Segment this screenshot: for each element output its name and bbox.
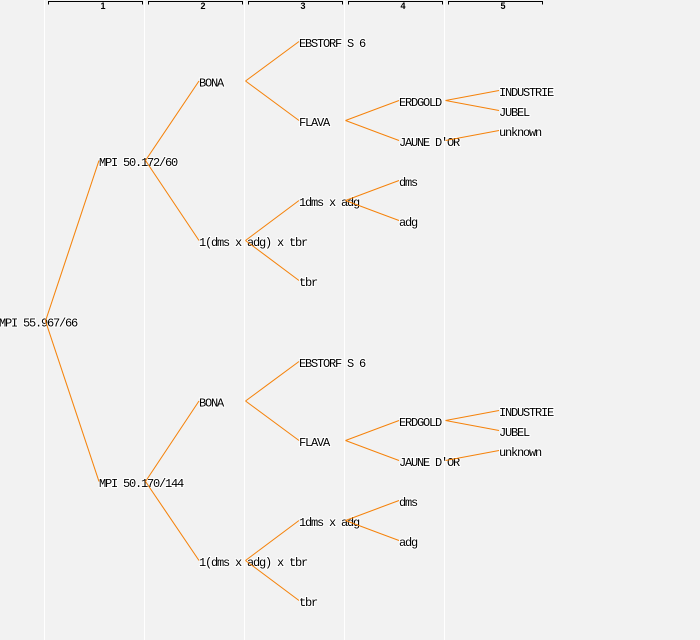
svg-text:1(dms x adg) x tbr: 1(dms x adg) x tbr: [199, 236, 308, 250]
svg-text:MPI 50.170/144: MPI 50.170/144: [99, 477, 184, 491]
svg-text:JUBEL: JUBEL: [499, 426, 530, 440]
svg-text:dms: dms: [399, 176, 418, 190]
svg-text:JUBEL: JUBEL: [499, 106, 530, 120]
svg-text:ERDGOLD: ERDGOLD: [399, 96, 442, 110]
svg-text:dms: dms: [399, 176, 418, 190]
svg-text:adg: adg: [399, 216, 418, 230]
svg-text:BONA: BONA: [199, 397, 225, 411]
svg-text:ERDGOLD: ERDGOLD: [399, 96, 442, 110]
svg-text:tbr: tbr: [299, 276, 318, 290]
svg-text:1dms x adg: 1dms x adg: [299, 196, 360, 210]
svg-text:BONA: BONA: [199, 397, 225, 411]
svg-text:JUBEL: JUBEL: [499, 106, 530, 120]
svg-text:3: 3: [300, 1, 305, 11]
svg-text:unknown: unknown: [499, 126, 542, 140]
svg-text:BONA: BONA: [199, 77, 225, 91]
svg-text:JAUNE D'OR: JAUNE D'OR: [399, 456, 460, 470]
svg-text:1dms x adg: 1dms x adg: [299, 196, 360, 210]
svg-text:BONA: BONA: [199, 77, 225, 91]
svg-text:adg: adg: [399, 536, 418, 550]
svg-text:1(dms x adg) x tbr: 1(dms x adg) x tbr: [199, 556, 308, 570]
svg-text:INDUSTRIE: INDUSTRIE: [499, 406, 554, 420]
svg-text:2: 2: [200, 1, 205, 11]
svg-text:1: 1: [100, 1, 105, 11]
svg-text:5: 5: [500, 1, 505, 11]
svg-text:INDUSTRIE: INDUSTRIE: [499, 86, 554, 100]
svg-text:unknown: unknown: [499, 446, 542, 460]
svg-text:EBSTORF S 6: EBSTORF S 6: [299, 357, 366, 371]
svg-text:MPI 55.967/66: MPI 55.967/66: [0, 317, 78, 331]
svg-text:1(dms x adg) x tbr: 1(dms x adg) x tbr: [199, 556, 308, 570]
svg-text:dms: dms: [399, 496, 418, 510]
svg-text:EBSTORF S 6: EBSTORF S 6: [299, 37, 366, 51]
svg-text:INDUSTRIE: INDUSTRIE: [499, 406, 554, 420]
svg-text:FLAVA: FLAVA: [299, 116, 331, 130]
svg-text:MPI 55.967/66: MPI 55.967/66: [0, 317, 78, 331]
svg-text:JAUNE D'OR: JAUNE D'OR: [399, 136, 460, 150]
svg-text:dms: dms: [399, 496, 418, 510]
svg-text:adg: adg: [399, 536, 418, 550]
svg-text:MPI 50.170/144: MPI 50.170/144: [99, 477, 184, 491]
svg-text:FLAVA: FLAVA: [299, 436, 331, 450]
svg-text:1(dms x adg) x tbr: 1(dms x adg) x tbr: [199, 236, 308, 250]
svg-text:FLAVA: FLAVA: [299, 436, 331, 450]
svg-text:1dms x adg: 1dms x adg: [299, 516, 360, 530]
svg-text:ERDGOLD: ERDGOLD: [399, 416, 442, 430]
svg-text:FLAVA: FLAVA: [299, 116, 331, 130]
svg-text:adg: adg: [399, 216, 418, 230]
svg-text:JAUNE D'OR: JAUNE D'OR: [399, 456, 460, 470]
svg-text:JUBEL: JUBEL: [499, 426, 530, 440]
svg-text:tbr: tbr: [299, 276, 318, 290]
svg-text:INDUSTRIE: INDUSTRIE: [499, 86, 554, 100]
svg-text:4: 4: [400, 1, 405, 11]
svg-text:unknown: unknown: [499, 126, 542, 140]
svg-text:1dms x adg: 1dms x adg: [299, 516, 360, 530]
svg-text:EBSTORF S 6: EBSTORF S 6: [299, 37, 366, 51]
svg-text:MPI 50.172/60: MPI 50.172/60: [99, 156, 178, 170]
svg-text:MPI 50.172/60: MPI 50.172/60: [99, 156, 178, 170]
svg-text:tbr: tbr: [299, 596, 318, 610]
svg-text:tbr: tbr: [299, 596, 318, 610]
svg-text:EBSTORF S 6: EBSTORF S 6: [299, 357, 366, 371]
svg-text:ERDGOLD: ERDGOLD: [399, 416, 442, 430]
svg-text:unknown: unknown: [499, 446, 542, 460]
svg-text:JAUNE D'OR: JAUNE D'OR: [399, 136, 460, 150]
